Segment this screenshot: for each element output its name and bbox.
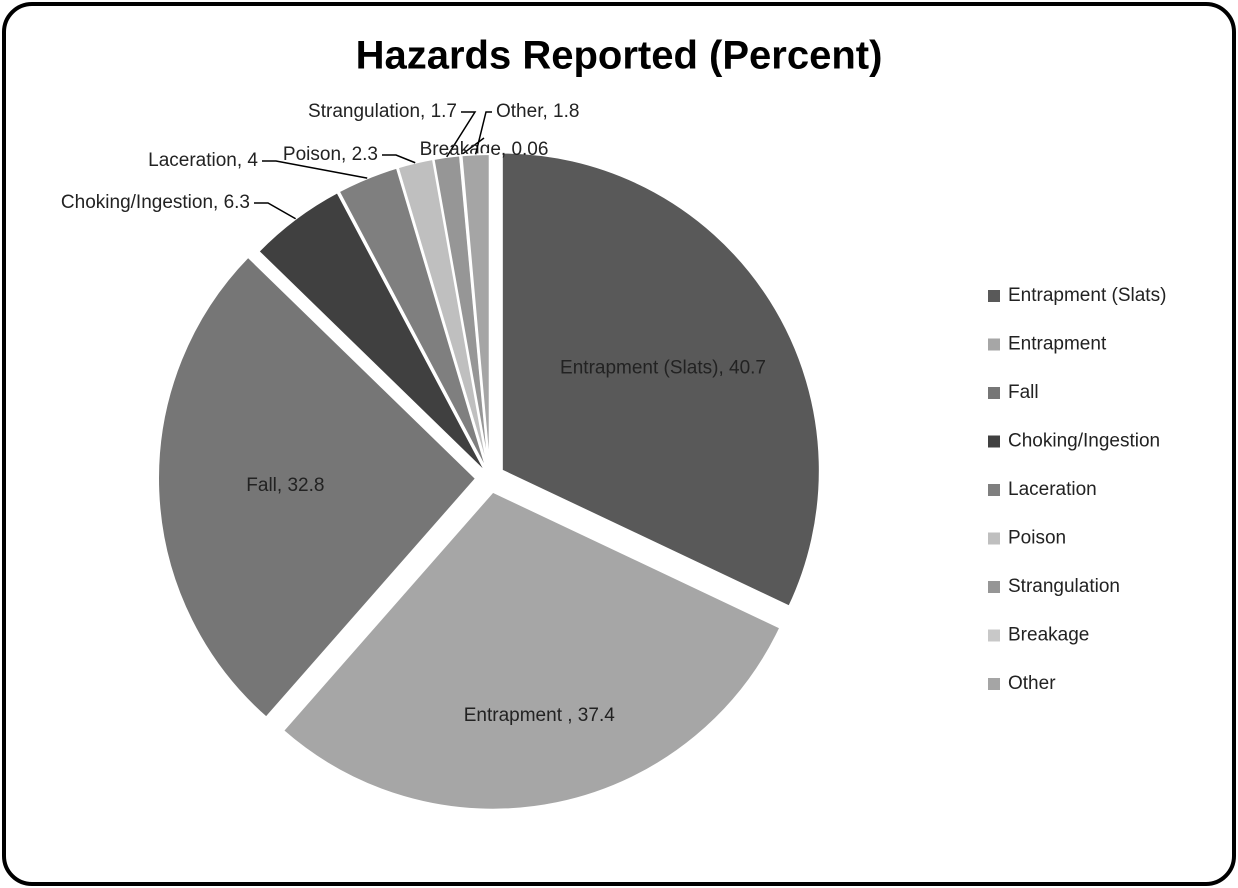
leader-line: [254, 202, 297, 220]
data-label: Fall, 32.8: [246, 475, 324, 496]
legend-label: Breakage: [1008, 625, 1089, 646]
legend-swatch: [988, 338, 1000, 351]
chart-title: Hazards Reported (Percent): [356, 34, 883, 78]
pie-slice: [500, 151, 821, 608]
legend-swatch: [988, 678, 1000, 690]
data-label: Other, 1.8: [496, 101, 579, 122]
data-label: Entrapment (Slats), 40.7: [560, 357, 766, 378]
pie-slice: [460, 153, 491, 473]
legend-label: Poison: [1008, 528, 1066, 549]
legend-label: Fall: [1008, 382, 1039, 403]
leader-line: [460, 137, 485, 156]
legend-label: Strangulation: [1008, 576, 1120, 597]
leader-line: [474, 111, 492, 155]
pie-slice: [257, 190, 488, 474]
legend-label: Laceration: [1008, 479, 1097, 500]
legend-swatch: [988, 532, 1000, 545]
legend-label: Entrapment: [1008, 334, 1107, 355]
legend-swatch: [988, 629, 1000, 642]
pie-slice: [157, 255, 478, 719]
data-label: Strangulation, 1.7: [308, 101, 457, 122]
leader-line: [262, 160, 368, 179]
legend-swatch: [988, 387, 1000, 399]
legend-swatch: [988, 435, 1000, 448]
data-label: Choking/Ingestion, 6.3: [61, 192, 250, 213]
data-label: Poison, 2.3: [283, 144, 378, 165]
legend-swatch: [988, 484, 1000, 496]
data-label: Entrapment , 37.4: [464, 705, 615, 726]
legend-swatch: [988, 290, 1000, 302]
data-label: Laceration, 4: [148, 150, 258, 171]
legend-label: Entrapment (Slats): [1008, 285, 1166, 306]
leader-line: [382, 154, 416, 164]
leader-line: [446, 111, 477, 158]
legend-label: Other: [1008, 673, 1056, 694]
pie-slice: [281, 490, 782, 811]
data-label: Breakage, 0.06: [420, 139, 549, 160]
legend-label: Choking/Ingestion: [1008, 431, 1160, 452]
legend-swatch: [988, 581, 1000, 593]
